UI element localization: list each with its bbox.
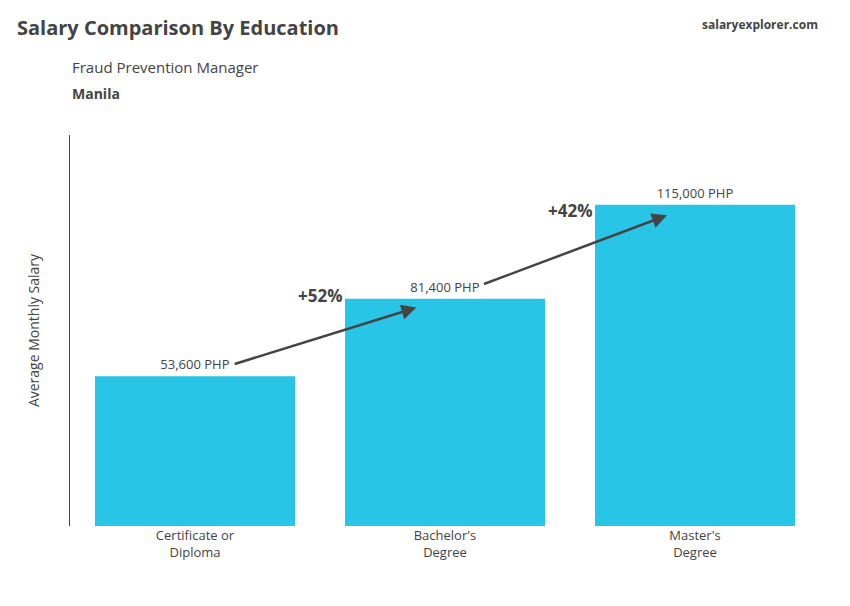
svg-text:81,400 PHP: 81,400 PHP	[410, 278, 479, 296]
svg-text:+42%: +42%	[548, 199, 592, 222]
svg-text:+52%: +52%	[298, 284, 342, 307]
svg-text:Certificate orDiploma: Certificate orDiploma	[156, 526, 235, 561]
svg-text:Master'sDegree: Master'sDegree	[669, 526, 720, 561]
svg-text:Salary Comparison By Education: Salary Comparison By Education	[17, 14, 339, 41]
svg-text:Manila: Manila	[72, 84, 120, 103]
svg-text:53,600 PHP: 53,600 PHP	[160, 355, 229, 373]
svg-text:Fraud Prevention Manager: Fraud Prevention Manager	[72, 57, 258, 77]
svg-text:Average Monthly Salary: Average Monthly Salary	[24, 253, 43, 407]
svg-text:115,000 PHP: 115,000 PHP	[657, 184, 734, 202]
svg-text:Bachelor'sDegree: Bachelor'sDegree	[414, 526, 477, 561]
svg-text:salaryexplorer.com: salaryexplorer.com	[702, 16, 818, 33]
